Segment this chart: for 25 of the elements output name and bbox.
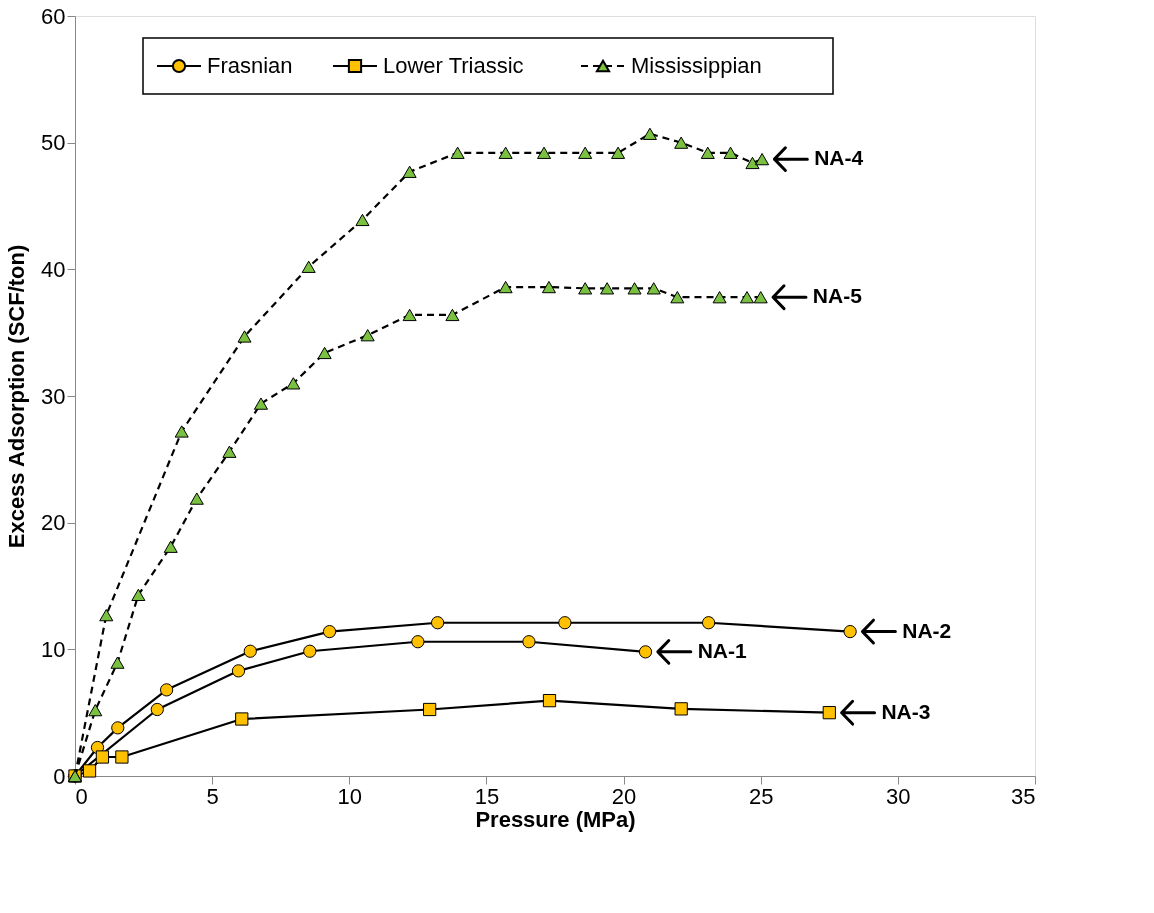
y-tick-label: 10	[41, 636, 66, 662]
x-tick-label: 35	[1011, 783, 1036, 809]
y-tick-label: 60	[41, 3, 66, 29]
annotation: NA-3	[881, 699, 931, 723]
y-tick-label: 50	[41, 130, 66, 156]
y-tick-label: 40	[41, 256, 66, 282]
annotation: NA-4	[814, 146, 864, 170]
x-tick-label: 30	[886, 783, 911, 809]
y-tick-label: 30	[41, 383, 66, 409]
y-tick-label: 0	[53, 763, 66, 789]
legend-label: Mississippian	[631, 53, 762, 78]
legend-label: Lower Triassic	[383, 53, 524, 78]
legend-label: Frasnian	[207, 53, 293, 78]
annotation: NA-2	[902, 618, 952, 642]
x-tick-label: 25	[748, 783, 774, 809]
x-tick-label: 15	[474, 783, 500, 809]
x-tick-label: 5	[206, 783, 219, 809]
annotation: NA-5	[812, 284, 863, 308]
y-tick-label: 20	[41, 510, 66, 536]
annotation: NA-1	[697, 638, 747, 662]
x-tick-label: 20	[611, 783, 637, 809]
y-axis-title: Excess Adsorption (SCF/ton)	[4, 244, 30, 549]
x-tick-label: 10	[337, 783, 363, 809]
x-tick-label: 0	[75, 783, 88, 809]
x-axis-title: Pressure (MPa)	[475, 806, 636, 832]
